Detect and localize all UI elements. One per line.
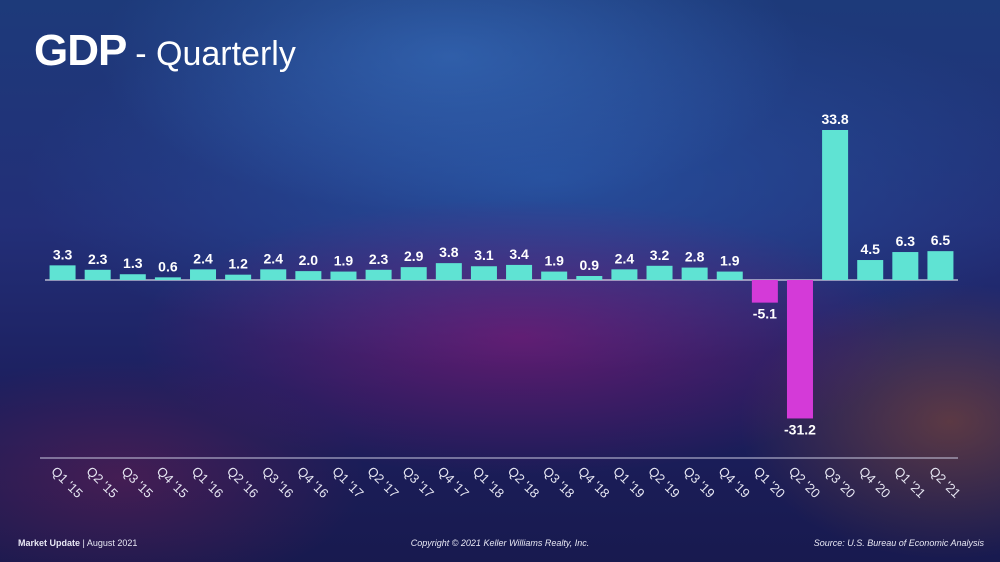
bar-7: [295, 271, 322, 280]
tick-label-2: Q3 '15: [119, 464, 156, 501]
bar-25: [927, 251, 954, 280]
bar-5: [225, 274, 252, 280]
footer-date: August 2021: [86, 538, 138, 548]
tick-label-12: Q1 '18: [470, 464, 507, 501]
data-label-20: -5.1: [753, 306, 777, 322]
tick-label-10: Q3 '17: [400, 464, 437, 501]
data-label-7: 2.0: [299, 252, 319, 268]
data-label-12: 3.1: [474, 247, 494, 263]
data-label-21: -31.2: [784, 421, 816, 437]
title-main: GDP: [34, 26, 127, 75]
tick-label-23: Q4 '20: [856, 464, 893, 501]
data-label-1: 2.3: [88, 251, 108, 267]
bar-20: [751, 280, 778, 303]
bar-3: [154, 277, 181, 280]
footer-separator: |: [82, 538, 85, 548]
data-label-0: 3.3: [53, 246, 73, 262]
bar-10: [400, 267, 427, 280]
data-label-5: 1.2: [228, 256, 248, 272]
tick-label-25: Q2 '21: [926, 464, 963, 501]
title-sub: - Quarterly: [135, 35, 296, 73]
data-label-25: 6.5: [931, 232, 951, 248]
data-label-10: 2.9: [404, 248, 424, 264]
page-title: GDP - Quarterly: [34, 26, 296, 76]
data-label-18: 2.8: [685, 249, 705, 265]
data-label-3: 0.6: [158, 258, 178, 274]
bar-14: [541, 271, 568, 280]
bar-18: [681, 267, 708, 280]
tick-label-0: Q1 '15: [48, 464, 85, 501]
data-label-4: 2.4: [193, 250, 213, 266]
tick-label-13: Q2 '18: [505, 464, 542, 501]
bar-17: [646, 265, 673, 280]
bar-4: [190, 269, 217, 280]
tick-label-1: Q2 '15: [84, 464, 121, 501]
bar-21: [786, 280, 813, 419]
footer-market-update: Market Update | August 2021: [18, 538, 137, 548]
tick-label-11: Q4 '17: [435, 464, 472, 501]
tick-label-18: Q3 '19: [681, 464, 718, 501]
data-label-22: 33.8: [821, 111, 848, 127]
data-label-23: 4.5: [860, 241, 880, 257]
data-label-11: 3.8: [439, 244, 459, 260]
data-label-9: 2.3: [369, 251, 389, 267]
tick-label-9: Q2 '17: [364, 464, 401, 501]
data-label-13: 3.4: [509, 246, 529, 262]
tick-label-3: Q4 '15: [154, 464, 191, 501]
bar-1: [84, 269, 111, 280]
bar-22: [822, 130, 849, 280]
bar-24: [892, 252, 919, 280]
tick-label-19: Q4 '19: [716, 464, 753, 501]
bar-2: [119, 274, 146, 280]
tick-label-5: Q2 '16: [224, 464, 261, 501]
tick-label-17: Q2 '19: [645, 464, 682, 501]
data-label-17: 3.2: [650, 247, 670, 263]
bar-8: [330, 271, 357, 280]
bar-15: [576, 276, 603, 280]
bar-16: [611, 269, 638, 280]
data-label-8: 1.9: [334, 253, 354, 269]
bar-6: [260, 269, 287, 280]
bar-23: [857, 260, 884, 280]
tick-label-8: Q1 '17: [329, 464, 366, 501]
bar-0: [49, 265, 76, 280]
data-label-2: 1.3: [123, 255, 143, 271]
data-label-6: 2.4: [264, 250, 284, 266]
data-label-24: 6.3: [896, 233, 916, 249]
data-label-16: 2.4: [615, 250, 635, 266]
data-label-14: 1.9: [544, 253, 564, 269]
tick-label-21: Q2 '20: [786, 464, 823, 501]
bar-12: [470, 266, 497, 280]
data-label-19: 1.9: [720, 253, 740, 269]
tick-label-24: Q1 '21: [891, 464, 928, 501]
tick-label-16: Q1 '19: [610, 464, 647, 501]
tick-label-4: Q1 '16: [189, 464, 226, 501]
bar-13: [506, 264, 533, 280]
footer-market-update-label: Market Update: [18, 538, 81, 548]
bar-9: [365, 269, 392, 280]
tick-label-20: Q1 '20: [751, 464, 788, 501]
tick-label-6: Q3 '16: [259, 464, 296, 501]
footer-source: Source: U.S. Bureau of Economic Analysis: [813, 538, 984, 548]
tick-label-15: Q4 '18: [575, 464, 612, 501]
tick-label-14: Q3 '18: [540, 464, 577, 501]
data-label-15: 0.9: [580, 257, 600, 273]
bar-19: [716, 271, 743, 280]
bar-11: [435, 263, 462, 280]
tick-label-7: Q4 '16: [294, 464, 331, 501]
tick-label-22: Q3 '20: [821, 464, 858, 501]
